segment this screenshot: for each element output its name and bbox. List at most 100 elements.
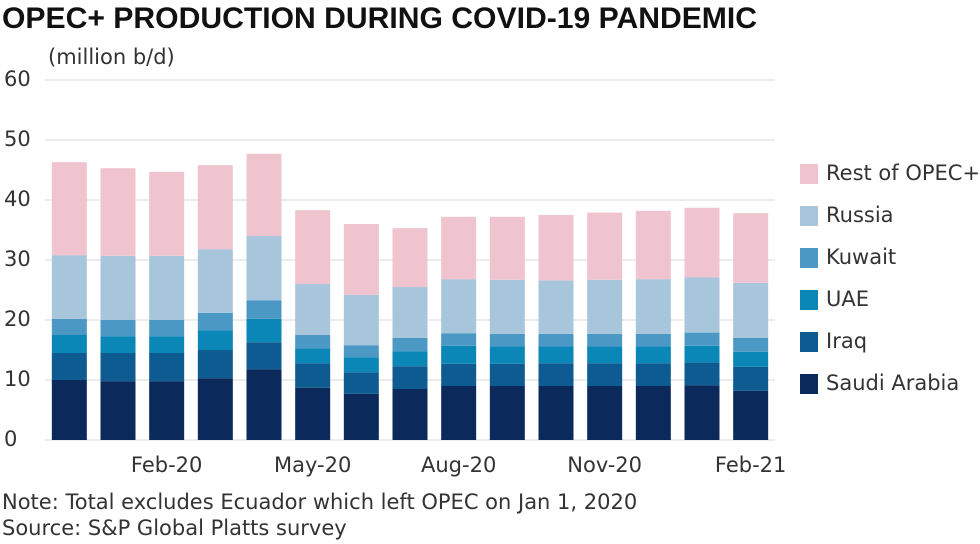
- legend-label: Iraq: [826, 329, 867, 353]
- bar-segment: [343, 345, 379, 358]
- legend-swatch: [800, 374, 818, 394]
- bar-segment: [295, 335, 331, 349]
- bar-segment: [538, 333, 574, 347]
- bar-segment: [587, 346, 623, 364]
- y-tick-label: 0: [4, 427, 17, 451]
- bar-segment: [149, 336, 185, 353]
- bar-segment: [197, 312, 233, 331]
- bar-segment: [733, 213, 769, 283]
- legend-swatch: [800, 206, 818, 226]
- bar-segment: [343, 357, 379, 373]
- bar-segment: [100, 353, 136, 382]
- bar-segment: [635, 333, 671, 347]
- legend-label: Russia: [826, 203, 894, 227]
- bar-segment: [489, 279, 525, 334]
- bar-segment: [392, 228, 428, 287]
- bar-segment: [295, 284, 331, 335]
- bar-segment: [100, 255, 136, 320]
- bar-segment: [295, 348, 331, 364]
- bar-segment: [441, 386, 477, 440]
- bar-segment: [684, 207, 720, 278]
- y-tick-label: 10: [4, 367, 31, 391]
- bar-segment: [538, 346, 574, 364]
- x-tick-label: Feb-21: [715, 453, 786, 477]
- bar-segment: [197, 249, 233, 313]
- bar-segment: [489, 386, 525, 440]
- bar-segment: [197, 350, 233, 379]
- y-axis-label: (million b/d): [48, 45, 175, 69]
- bar-segment: [489, 363, 525, 386]
- bar-segment: [441, 345, 477, 364]
- y-tick-label: 50: [4, 127, 31, 151]
- bar-segment: [149, 381, 185, 440]
- bar-segment: [343, 372, 379, 394]
- bar-segment: [343, 393, 379, 440]
- bar-segment: [392, 338, 428, 352]
- legend-swatch: [800, 164, 818, 184]
- bar-segment: [441, 279, 477, 334]
- legend-swatch: [800, 248, 818, 268]
- bar-segment: [684, 345, 720, 363]
- bar-segment: [635, 386, 671, 440]
- bar-segment: [51, 380, 87, 440]
- bar-segment: [538, 363, 574, 386]
- bar-segment: [392, 287, 428, 338]
- bar-segment: [587, 333, 623, 347]
- bar-segment: [441, 333, 477, 346]
- bar-segment: [197, 378, 233, 440]
- bar-segment: [246, 369, 282, 440]
- legend-label: Saudi Arabia: [826, 371, 959, 395]
- bar-segment: [538, 280, 574, 334]
- bar-segment: [295, 210, 331, 284]
- legend-label: Rest of OPEC+: [826, 161, 980, 185]
- bar-segment: [51, 335, 87, 353]
- bar-segment: [246, 342, 282, 370]
- bar-segment: [733, 282, 769, 338]
- bar-segment: [100, 381, 136, 440]
- bar-segment: [684, 362, 720, 386]
- x-tick-label: Nov-20: [567, 453, 642, 477]
- bar-segment: [100, 168, 136, 256]
- legend-swatch: [800, 290, 818, 310]
- bar-segment: [489, 346, 525, 364]
- bar-segment: [197, 165, 233, 250]
- note: Note: Total excludes Ecuador which left …: [2, 490, 637, 514]
- bar-segment: [149, 171, 185, 256]
- bar-segment: [538, 215, 574, 281]
- bar-segment: [733, 390, 769, 440]
- bar-segment: [733, 351, 769, 367]
- bar-segment: [441, 216, 477, 280]
- bar-segment: [343, 294, 379, 346]
- bar-segment: [392, 351, 428, 367]
- bar-segment: [684, 385, 720, 440]
- bar-segment: [51, 353, 87, 380]
- bar-segment: [197, 330, 233, 350]
- bar-segment: [635, 279, 671, 334]
- bar-segment: [587, 386, 623, 440]
- x-tick-label: Aug-20: [421, 453, 496, 477]
- y-tick-label: 60: [4, 67, 31, 91]
- bar-segment: [441, 363, 477, 386]
- legend-swatch: [800, 332, 818, 352]
- bar-segment: [246, 153, 282, 236]
- bar-segment: [684, 332, 720, 346]
- chart-title: OPEC+ PRODUCTION DURING COVID-19 PANDEMI…: [2, 2, 757, 35]
- bar-segment: [635, 346, 671, 364]
- bar-segment: [587, 363, 623, 386]
- bar-segment: [635, 210, 671, 280]
- y-tick-label: 20: [4, 307, 31, 331]
- bar-segment: [51, 255, 87, 319]
- y-tick-label: 40: [4, 187, 31, 211]
- bar-segment: [587, 212, 623, 280]
- bar-segment: [635, 363, 671, 386]
- bar-segment: [246, 300, 282, 319]
- bar-segment: [149, 320, 185, 337]
- y-tick-label: 30: [4, 247, 31, 271]
- bar-segment: [149, 255, 185, 320]
- bar-segment: [684, 277, 720, 333]
- legend-label: Kuwait: [826, 245, 896, 269]
- bar-segment: [538, 386, 574, 440]
- x-tick-label: May-20: [274, 453, 351, 477]
- bar-segment: [733, 338, 769, 352]
